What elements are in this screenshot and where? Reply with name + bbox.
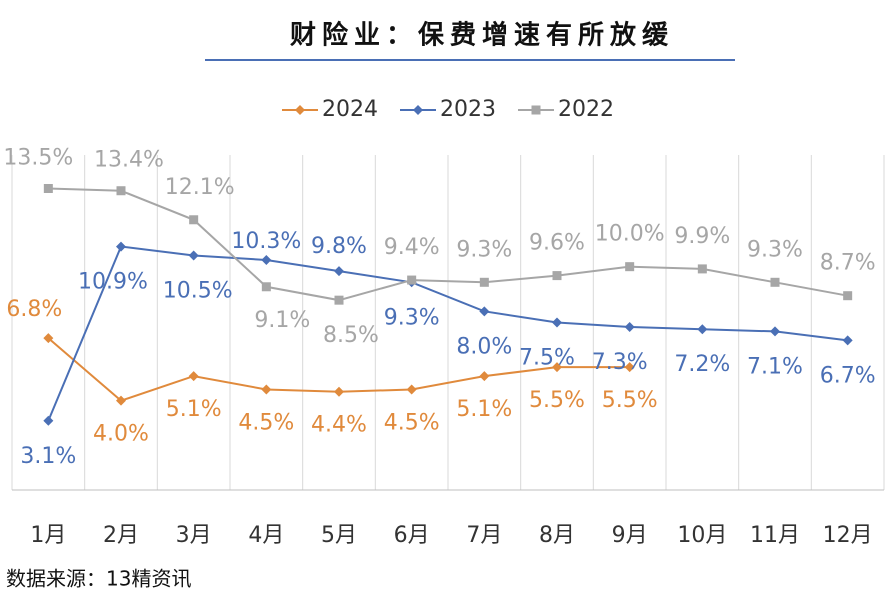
data-point xyxy=(116,241,126,252)
data-label: 4.5% xyxy=(238,411,294,436)
data-label: 9.6% xyxy=(529,231,585,256)
data-point xyxy=(43,184,53,193)
data-point xyxy=(697,324,708,335)
data-point xyxy=(334,266,344,277)
data-label: 5.1% xyxy=(456,397,512,422)
x-tick-label: 9月 xyxy=(612,523,648,548)
data-label: 9.3% xyxy=(384,305,440,330)
x-tick-label: 4月 xyxy=(248,523,284,548)
data-point xyxy=(334,295,344,305)
data-label: 8.7% xyxy=(820,251,876,276)
data-label: 10.3% xyxy=(231,229,301,254)
data-point xyxy=(188,371,199,382)
data-point xyxy=(116,395,126,406)
legend-label: 2023 xyxy=(440,97,496,122)
data-label: 6.8% xyxy=(6,297,62,322)
data-label: 9.9% xyxy=(674,224,730,249)
data-point xyxy=(479,277,489,287)
legend-marker xyxy=(295,105,305,115)
x-tick-label: 8月 xyxy=(539,523,575,548)
data-label: 6.7% xyxy=(820,363,876,388)
x-tick-label: 1月 xyxy=(30,523,66,548)
data-label: 13.4% xyxy=(94,148,164,173)
x-tick-label: 6月 xyxy=(394,523,430,548)
data-point xyxy=(625,262,635,272)
data-point xyxy=(624,321,635,332)
x-tick-label: 10月 xyxy=(677,523,727,548)
data-point xyxy=(552,271,562,281)
x-tick-label: 11月 xyxy=(750,523,800,548)
data-label: 7.1% xyxy=(747,354,803,379)
data-label: 9.3% xyxy=(456,237,512,262)
data-label: 8.0% xyxy=(456,334,512,359)
legend-label: 2022 xyxy=(558,97,614,122)
data-point xyxy=(116,186,126,196)
data-point xyxy=(770,277,780,287)
data-point xyxy=(624,362,635,373)
data-label: 4.5% xyxy=(384,411,440,436)
data-point xyxy=(842,335,853,346)
data-point xyxy=(43,415,54,426)
data-label: 12.1% xyxy=(165,175,235,200)
data-point xyxy=(843,291,853,301)
data-label: 7.3% xyxy=(592,350,648,375)
data-point xyxy=(479,371,490,382)
data-label: 8.5% xyxy=(323,323,379,348)
x-tick-label: 7月 xyxy=(466,523,502,548)
data-label: 13.5% xyxy=(3,146,73,171)
data-label: 9.4% xyxy=(384,235,440,260)
data-label: 3.1% xyxy=(20,444,76,469)
data-label: 5.5% xyxy=(529,388,585,413)
data-point xyxy=(189,215,199,225)
data-point xyxy=(697,264,707,274)
source-note: 数据来源：13精资讯 xyxy=(6,567,191,591)
x-tick-label: 12月 xyxy=(823,523,873,548)
data-label: 10.5% xyxy=(163,279,233,304)
legend-marker xyxy=(531,105,541,115)
data-label: 10.0% xyxy=(595,222,665,247)
data-point xyxy=(188,250,199,261)
x-tick-label: 3月 xyxy=(176,523,212,548)
data-label: 5.1% xyxy=(166,397,222,422)
chart-title: 财险业：保费增速有所放缓 xyxy=(290,20,674,51)
data-label: 9.8% xyxy=(311,234,367,259)
data-point xyxy=(261,254,272,265)
legend-marker xyxy=(413,105,423,115)
data-point xyxy=(406,384,417,395)
legend-label: 2024 xyxy=(322,97,378,122)
data-label: 9.1% xyxy=(254,308,310,333)
data-point xyxy=(552,362,562,373)
data-point xyxy=(407,275,417,285)
data-label: 4.4% xyxy=(311,413,367,438)
x-tick-label: 5月 xyxy=(321,523,357,548)
data-point xyxy=(261,282,271,292)
data-label: 7.2% xyxy=(674,352,730,377)
data-label: 5.5% xyxy=(602,388,658,413)
data-point xyxy=(479,306,490,317)
series-line xyxy=(48,187,848,302)
data-point xyxy=(334,386,344,397)
data-point xyxy=(43,333,54,344)
data-label: 9.3% xyxy=(747,237,803,262)
data-label: 7.5% xyxy=(519,346,575,371)
x-tick-label: 2月 xyxy=(103,523,139,548)
data-point xyxy=(261,384,272,395)
data-point xyxy=(552,317,562,328)
data-label: 4.0% xyxy=(93,422,149,447)
data-point xyxy=(770,326,780,337)
data-label: 10.9% xyxy=(78,270,148,295)
series-line xyxy=(47,245,848,422)
